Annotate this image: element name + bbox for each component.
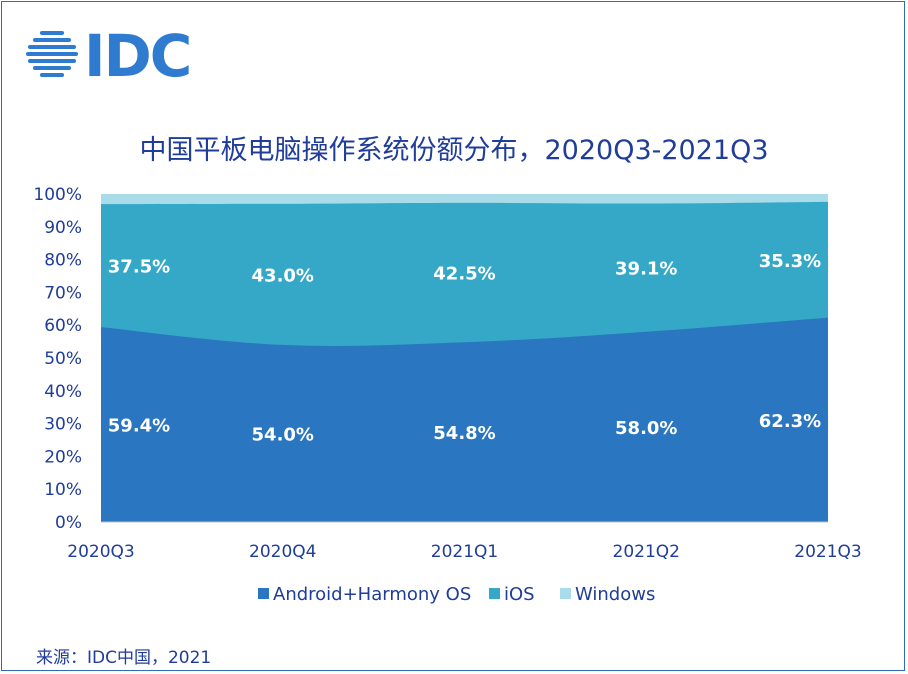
y-tick-label: 10% [44, 480, 82, 500]
x-tick-label: 2020Q4 [249, 542, 316, 562]
data-label: 59.4% [108, 416, 170, 437]
data-label: 42.5% [433, 264, 495, 285]
y-tick-label: 80% [44, 251, 82, 271]
data-label: 54.8% [433, 423, 495, 444]
area-android-harmony-os [101, 317, 828, 522]
y-tick-label: 100% [33, 185, 82, 205]
y-tick-label: 60% [44, 316, 82, 336]
x-tick-label: 2021Q3 [794, 542, 861, 562]
y-tick-label: 90% [44, 218, 82, 238]
y-tick-label: 50% [44, 349, 82, 369]
idc-logo: IDC [26, 28, 192, 80]
legend-swatch [489, 588, 500, 599]
y-tick-label: 70% [44, 283, 82, 303]
legend-label: iOS [504, 584, 535, 605]
legend-swatch [560, 588, 571, 599]
logo-text: IDC [84, 28, 190, 80]
x-tick-label: 2021Q1 [431, 542, 498, 562]
y-tick-label: 0% [55, 513, 82, 533]
data-label: 62.3% [759, 411, 821, 432]
stacked-area-chart: 0% 10% 20% 30% 40% 50% 60% 70% 80% 90% 100% 2020Q3… [33, 185, 861, 605]
data-label: 39.1% [615, 259, 677, 280]
y-tick-label: 40% [44, 382, 82, 402]
data-label: 35.3% [759, 251, 821, 272]
globe-icon [26, 31, 78, 77]
legend-label: Android+Harmony OS [273, 584, 471, 605]
chart-title: 中国平板电脑操作系统份额分布，2020Q3-2021Q3 [139, 135, 769, 166]
source-note: 来源：IDC中国，2021 [36, 648, 212, 668]
legend-label: Windows [575, 584, 655, 605]
x-tick-label: 2020Q3 [67, 542, 134, 562]
data-label: 58.0% [615, 418, 677, 439]
x-tick-label: 2021Q2 [613, 542, 680, 562]
data-label: 54.0% [252, 424, 314, 445]
legend-swatch [258, 588, 269, 599]
y-tick-label: 30% [44, 415, 82, 435]
data-label: 43.0% [252, 265, 314, 286]
data-label: 37.5% [108, 257, 170, 278]
y-tick-label: 20% [44, 447, 82, 467]
